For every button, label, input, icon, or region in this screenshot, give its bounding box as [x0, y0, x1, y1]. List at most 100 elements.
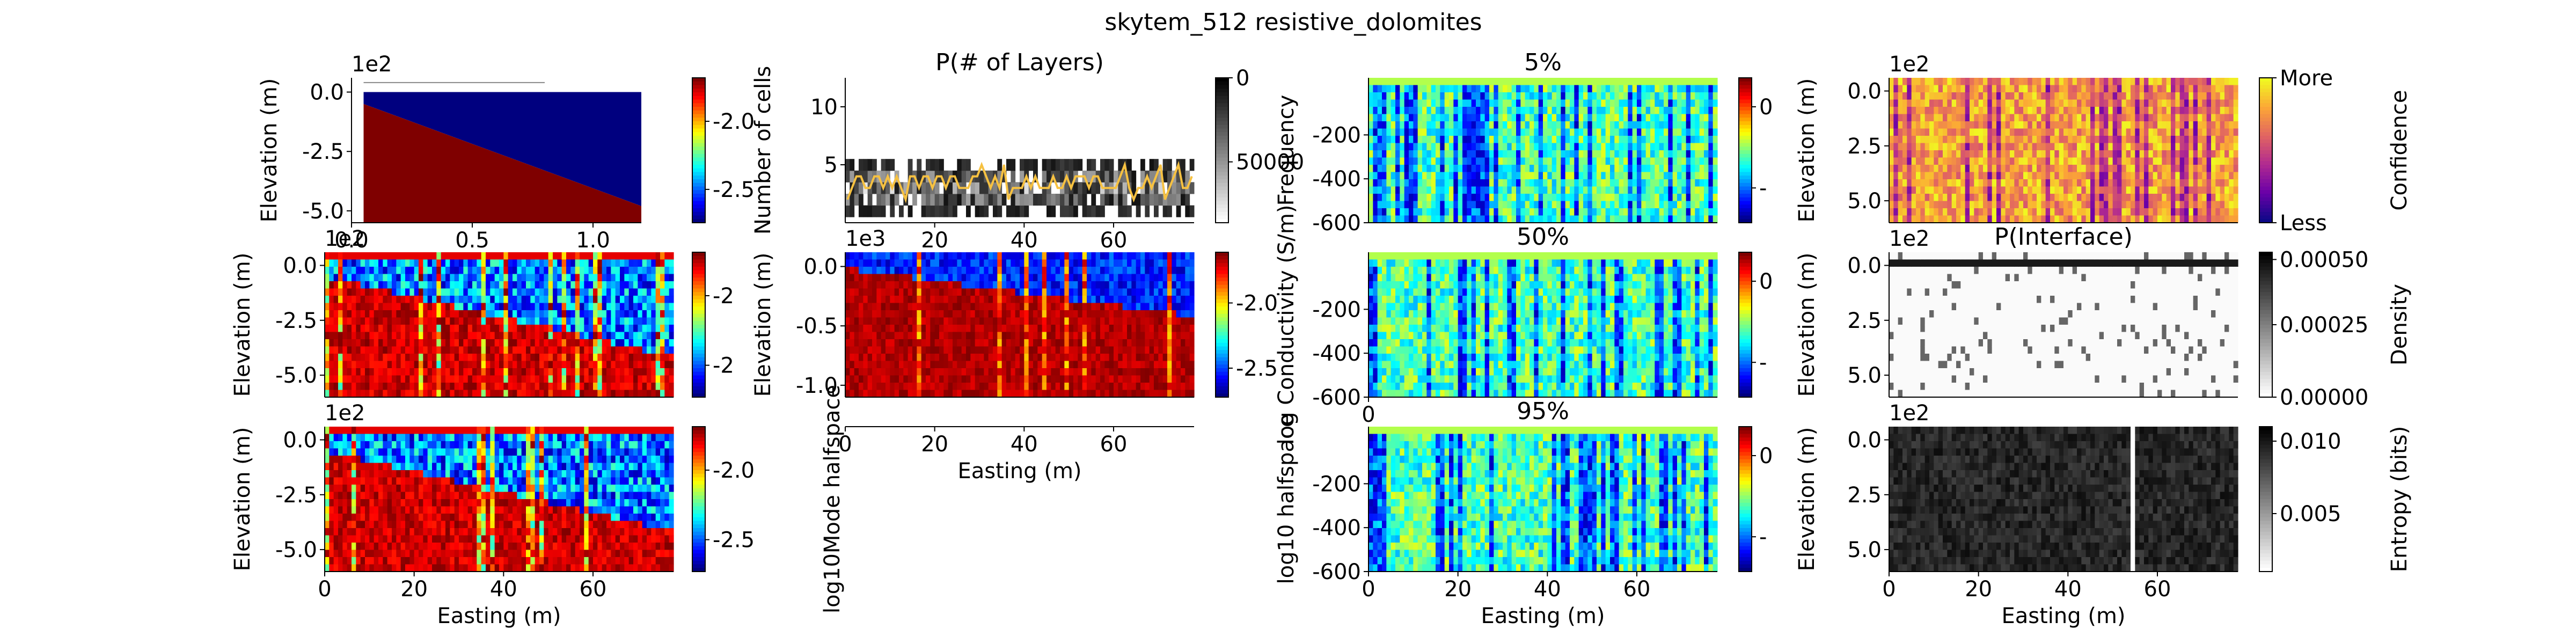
heatmap-cell	[1704, 186, 1709, 194]
heatmap-cell	[2198, 107, 2202, 115]
heatmap-cell	[1934, 78, 1939, 86]
heatmap-cell	[1974, 179, 1979, 187]
colorbar-band	[692, 219, 705, 223]
heatmap-cell	[1520, 179, 1526, 187]
heatmap-cell	[494, 332, 500, 340]
heatmap-cell	[2131, 107, 2135, 115]
heatmap-cell	[2198, 121, 2202, 129]
heatmap-cell	[2095, 172, 2100, 180]
heatmap-cell	[1547, 107, 1553, 115]
heatmap-cell	[2193, 99, 2198, 107]
heatmap-cell	[2135, 194, 2140, 202]
heatmap-cell	[333, 267, 339, 275]
heatmap-cell	[2126, 92, 2131, 100]
heatmap-cell	[1449, 128, 1454, 136]
heatmap-cell	[2108, 150, 2113, 158]
heatmap-cell	[1632, 201, 1637, 209]
heatmap-cell	[2224, 150, 2229, 158]
heatmap-cell	[1467, 99, 1472, 107]
heatmap-cell	[1920, 114, 1926, 122]
layer-cell	[863, 170, 868, 182]
heatmap-cell	[1471, 128, 1476, 136]
heatmap-cell	[1552, 99, 1557, 107]
heatmap-cell	[2045, 85, 2051, 93]
heatmap-cell	[1614, 85, 1620, 93]
layer-cell	[845, 194, 850, 206]
heatmap-cell	[2112, 121, 2118, 129]
heatmap-cell	[2229, 150, 2234, 158]
heatmap-cell	[2095, 114, 2100, 122]
heatmap-cell	[1404, 186, 1409, 194]
heatmap-cell	[1978, 136, 1984, 144]
layer-cell	[1055, 194, 1060, 206]
heatmap-cell	[2014, 208, 2019, 216]
colorbar-band	[1216, 182, 1228, 187]
heatmap-cell	[400, 332, 406, 340]
colorbar-band	[1216, 110, 1228, 115]
heatmap-cell	[1668, 172, 1673, 180]
heatmap-cell	[477, 267, 482, 275]
heatmap-cell	[1373, 208, 1378, 216]
heatmap-cell	[2077, 157, 2082, 165]
heatmap-cell	[1382, 128, 1387, 136]
colorbar-band	[1739, 165, 1752, 169]
heatmap-cell	[2041, 143, 2046, 151]
heatmap-cell	[1431, 208, 1436, 216]
heatmap-cell	[1404, 172, 1409, 180]
heatmap-cell	[2032, 179, 2037, 187]
heatmap-cell	[1916, 165, 1921, 173]
heatmap-cell	[2050, 157, 2055, 165]
heatmap-cell	[1637, 186, 1642, 194]
layer-cell	[979, 170, 984, 182]
heatmap-cell	[2233, 179, 2238, 187]
heatmap-cell	[1574, 114, 1579, 122]
heatmap-cell	[427, 267, 433, 275]
heatmap-cell	[2139, 194, 2145, 202]
heatmap-cell	[508, 259, 513, 267]
heatmap-cell	[1574, 208, 1579, 216]
heatmap-cell	[570, 354, 576, 362]
heatmap-cell	[503, 288, 509, 296]
heatmap-cell	[467, 288, 473, 296]
heatmap-cell	[1516, 128, 1521, 136]
heatmap-cell	[517, 267, 522, 275]
heatmap-cell	[1978, 107, 1984, 115]
colorbar-band	[692, 114, 705, 118]
heatmap-cell	[521, 310, 526, 318]
heatmap-cell	[615, 274, 620, 282]
heatmap-cell	[535, 368, 540, 376]
heatmap-cell	[342, 339, 348, 347]
heatmap-cell	[1570, 78, 1575, 86]
heatmap-cell	[597, 354, 603, 362]
heatmap-cell	[333, 288, 339, 296]
layer-cell	[1176, 205, 1181, 217]
heatmap-cell	[1677, 157, 1682, 165]
heatmap-cell	[2081, 215, 2087, 223]
heatmap-cell	[1467, 150, 1472, 158]
heatmap-cell	[329, 274, 334, 282]
heatmap-cell	[432, 317, 437, 325]
heatmap-cell	[526, 346, 531, 354]
heatmap-cell	[1893, 208, 1899, 216]
heatmap-cell	[1645, 165, 1651, 173]
heatmap-cell	[1987, 179, 1993, 187]
heatmap-cell	[1902, 172, 1907, 180]
heatmap-cell	[584, 259, 589, 267]
heatmap-cell	[606, 332, 611, 340]
heatmap-cell	[2126, 157, 2131, 165]
heatmap-cell	[2095, 201, 2100, 209]
heatmap-cell	[1507, 136, 1512, 144]
heatmap-cell	[597, 346, 603, 354]
heatmap-cell	[580, 325, 584, 333]
heatmap-cell	[419, 339, 423, 347]
heatmap-cell	[606, 267, 611, 275]
heatmap-cell	[1592, 78, 1597, 86]
heatmap-cell	[1422, 208, 1427, 216]
heatmap-cell	[1409, 165, 1414, 173]
heatmap-cell	[2037, 136, 2041, 144]
heatmap-cell	[611, 288, 616, 296]
heatmap-cell	[494, 267, 500, 275]
colorbar-band	[1739, 121, 1752, 126]
heatmap-cell	[570, 346, 576, 354]
heatmap-cell	[2054, 114, 2060, 122]
